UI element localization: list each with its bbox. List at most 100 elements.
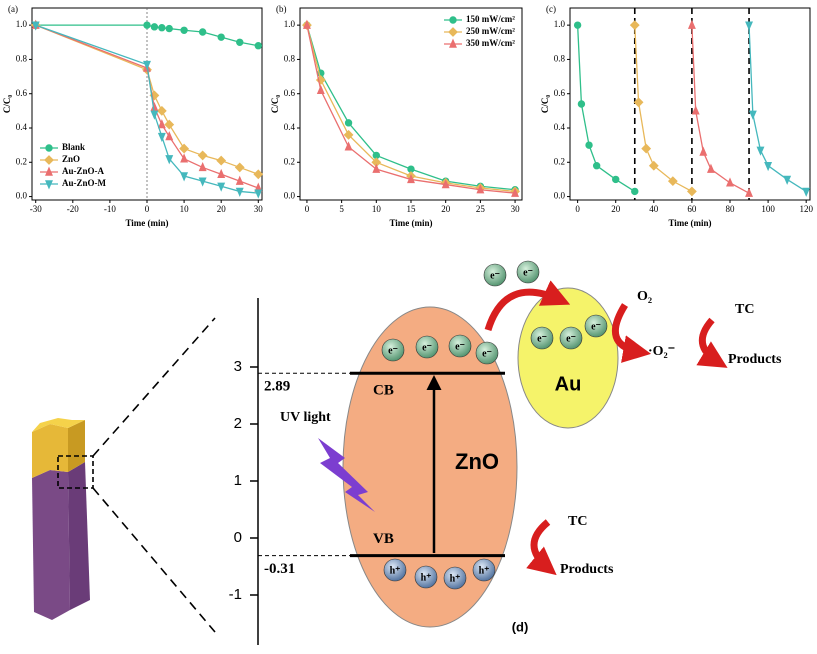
x-tick-label: -10 [104,204,116,214]
nanorod [32,317,216,633]
y-tick-label: 0.4 [284,122,296,132]
carrier-label: h⁺ [450,573,461,584]
point [254,42,262,50]
point [143,21,151,29]
light-label: UV light [280,410,331,425]
y-tick-label: 0.4 [554,122,566,132]
carrier [483,263,507,287]
y-tick-label: 0.2 [284,156,295,166]
point [158,24,166,32]
point [726,177,734,187]
point [157,119,166,129]
point [164,119,175,130]
point [217,33,225,41]
point [316,84,325,94]
series-line [35,24,259,194]
point [344,141,353,151]
x-tick-label: 10 [372,204,382,214]
point [745,21,754,31]
x-tick-label: -30 [30,204,42,214]
species-label: ·O₂⁻ [648,344,675,359]
carrier-label: e⁻ [482,348,492,359]
y-tick-label: 1.0 [554,19,566,29]
x-tick-label: 10 [180,204,190,214]
uv-bolt [318,438,375,512]
point [476,184,485,194]
y-tick-label: 0.0 [554,191,566,201]
point [748,110,757,120]
point [344,119,353,127]
point [45,180,53,190]
series-line [306,24,516,193]
carrier [415,335,439,359]
carrier-label: e⁻ [523,267,533,278]
species-label: Products [560,562,614,577]
y-tick-label: 1.0 [16,19,28,29]
chart: (c) 0 20 40 60 80 100 120 0.0 0.2 0.4 0.6 0.8 1.0 Time… [540,4,813,228]
point [235,187,244,197]
point [449,16,457,24]
species-label: Products [728,352,782,367]
point [236,38,244,46]
y-tick-label: 0.0 [284,191,296,201]
carrier-label: e⁻ [388,345,398,356]
point [633,97,644,108]
point [180,26,188,34]
vb-value: -0.31 [264,561,295,577]
point [687,19,696,29]
x-tick-label: 0 [145,204,150,214]
carrier-label: e⁻ [566,333,576,344]
point [667,176,678,187]
point [157,132,166,143]
x-tick-label: 100 [761,204,775,214]
point [217,168,226,178]
carrier [475,341,499,365]
energy-tick-label: -1 [229,586,242,603]
legend-label: ZnO [62,154,80,164]
x-tick-label: 0 [575,204,580,214]
y-tick-label: 0.6 [284,88,296,98]
y-tick-label: 0.6 [554,88,566,98]
carrier-label: e⁻ [537,333,547,344]
point [449,38,457,48]
species-label: TC [568,514,587,529]
y-tick-label: 0.2 [16,156,27,166]
point [441,179,450,189]
cb-label: CB [373,383,394,399]
zno-particle [342,306,518,628]
point [691,105,700,115]
point [629,20,640,31]
point [783,175,792,185]
y-tick-label: 0.2 [554,156,565,166]
x-tick-label: 20 [441,204,451,214]
point [407,173,415,184]
legend-label: Au-ZnO-M [62,178,107,188]
point [592,162,601,170]
point [197,150,208,161]
point [198,28,207,36]
x-axis-title: Time (min) [389,218,432,228]
carrier [530,326,554,350]
x-tick-label: 80 [726,204,736,214]
energy-tick-label: 1 [234,472,242,489]
point [180,153,189,163]
carrier-label: e⁻ [591,321,601,332]
y-tick-label: 0.0 [16,191,28,201]
point [45,144,53,152]
au-particle [517,287,619,429]
point [165,24,173,33]
point [165,131,174,141]
y-tick-label: 0.8 [554,53,566,63]
series-line [576,25,636,192]
legend-label: Au-ZnO-A [62,166,105,176]
plot-frame [569,7,811,201]
carrier [472,558,496,582]
point [150,101,159,112]
point [150,23,159,31]
point [217,182,226,192]
point [253,169,264,180]
point [45,166,53,176]
point [802,187,811,197]
